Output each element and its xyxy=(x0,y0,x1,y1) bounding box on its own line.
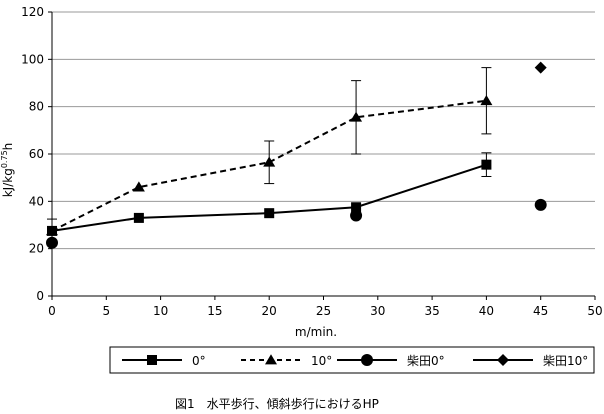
circle-marker xyxy=(350,209,363,222)
y-tick-label: 60 xyxy=(29,147,44,161)
legend-label: 柴田0° xyxy=(407,354,445,368)
x-tick-label: 40 xyxy=(479,304,494,318)
circle-marker xyxy=(46,236,58,249)
legend-entry-1: 10° xyxy=(241,354,332,368)
figure-caption: 図1 水平歩行、傾斜歩行におけるHP xyxy=(175,396,379,411)
legend-entry-3: 柴田10° xyxy=(473,354,588,368)
square-marker xyxy=(481,159,492,170)
diamond-marker xyxy=(534,61,547,74)
x-axis-label: m/min. xyxy=(295,325,337,339)
legend-label: 柴田10° xyxy=(543,354,588,368)
triangle-marker xyxy=(46,225,58,236)
circle-marker xyxy=(361,354,373,366)
circle-marker xyxy=(534,198,547,211)
x-tick-label: 0 xyxy=(48,304,56,318)
x-tick-label: 35 xyxy=(424,304,439,318)
series-1 xyxy=(46,67,493,236)
x-tick-label: 20 xyxy=(262,304,277,318)
square-marker xyxy=(264,208,275,219)
y-tick-label: 40 xyxy=(29,194,44,208)
triangle-marker xyxy=(132,181,145,192)
triangle-marker xyxy=(480,95,493,106)
y-tick-label: 120 xyxy=(21,5,44,19)
diamond-marker xyxy=(497,354,509,366)
series-2 xyxy=(46,198,547,249)
series-3 xyxy=(534,61,547,74)
x-tick-label: 10 xyxy=(153,304,168,318)
x-tick-label: 45 xyxy=(533,304,548,318)
triangle-marker xyxy=(265,354,277,365)
grid-lines xyxy=(52,11,595,250)
triangle-marker xyxy=(350,111,363,122)
x-tick-label: 30 xyxy=(370,304,385,318)
legend-label: 0° xyxy=(192,354,206,368)
y-axis-label: kJ/kg0.75h xyxy=(0,143,15,198)
square-marker xyxy=(351,202,362,213)
square-marker xyxy=(133,212,144,223)
x-tick-label: 15 xyxy=(207,304,222,318)
x-tick-label: 25 xyxy=(316,304,331,318)
y-tick-label: 80 xyxy=(29,100,44,114)
series-line xyxy=(51,99,487,232)
legend: 0° 10° 柴田0° 柴田10° xyxy=(109,346,595,374)
legend-label: 10° xyxy=(311,354,332,368)
x-tick-label: 5 xyxy=(102,304,110,318)
legend-entry-0: 0° xyxy=(122,354,206,368)
axes xyxy=(48,11,596,300)
triangle-marker xyxy=(263,156,276,167)
x-tick-label: 50 xyxy=(587,304,602,318)
x-tick-labels: 0 5 10 15 20 25 30 35 40 45 50 xyxy=(48,304,602,318)
y-tick-label: 20 xyxy=(29,242,44,256)
y-tick-labels: 0 20 40 60 80 100 120 xyxy=(21,5,44,303)
legend-entry-2: 柴田0° xyxy=(337,354,445,368)
data-series xyxy=(46,61,547,249)
y-tick-label: 0 xyxy=(36,289,44,303)
square-marker xyxy=(147,355,157,365)
y-tick-label: 100 xyxy=(21,52,44,66)
